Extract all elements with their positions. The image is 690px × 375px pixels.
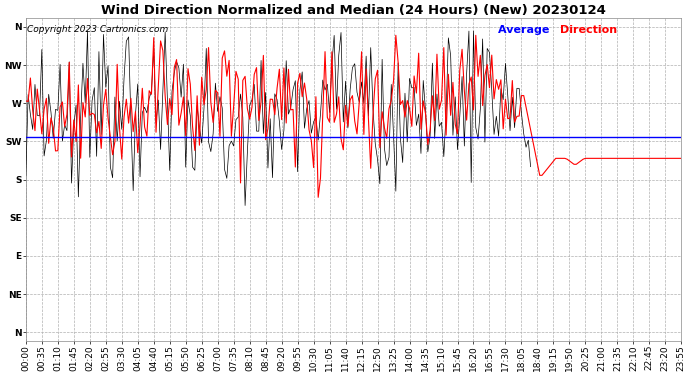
Text: Average: Average [497,25,553,35]
Title: Wind Direction Normalized and Median (24 Hours) (New) 20230124: Wind Direction Normalized and Median (24… [101,4,606,17]
Text: Direction: Direction [560,25,617,35]
Text: Copyright 2023 Cartronics.com: Copyright 2023 Cartronics.com [27,25,168,34]
